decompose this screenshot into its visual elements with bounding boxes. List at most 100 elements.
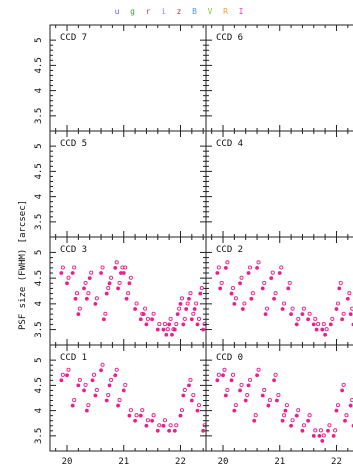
data-point xyxy=(272,296,276,301)
data-point xyxy=(70,271,75,275)
data-point xyxy=(246,383,251,388)
data-point xyxy=(167,322,172,327)
data-point xyxy=(59,378,64,383)
data-point xyxy=(240,307,245,311)
data-point xyxy=(161,423,166,428)
data-point xyxy=(340,317,345,322)
data-point xyxy=(181,393,186,398)
data-point xyxy=(82,388,86,393)
data-point xyxy=(300,312,305,317)
data-point-open xyxy=(313,316,318,321)
data-point-open xyxy=(233,403,238,408)
data-point-open xyxy=(279,265,284,270)
legend-entry-z: z xyxy=(177,7,182,16)
data-point-open xyxy=(321,433,326,438)
data-point xyxy=(280,307,285,311)
data-point-open xyxy=(301,306,306,311)
y-tick-label: 3.5 xyxy=(34,214,44,230)
data-point-open xyxy=(256,367,261,372)
data-point xyxy=(107,281,112,286)
legend-entry-I: I xyxy=(239,7,244,16)
data-point xyxy=(252,418,257,423)
data-point-open xyxy=(157,322,162,327)
y-tick-label: 3.5 xyxy=(34,108,44,124)
data-point-open xyxy=(250,291,255,296)
data-point xyxy=(323,332,328,337)
data-point-open xyxy=(216,372,221,377)
data-point-open xyxy=(185,301,190,306)
data-point xyxy=(195,322,200,327)
data-point-open xyxy=(287,280,292,285)
y-axis-label: PSF size (FWHM) [arcsec] xyxy=(18,200,28,330)
data-point xyxy=(195,408,200,413)
data-point xyxy=(65,373,69,378)
x-tick-label: 20 xyxy=(218,457,229,467)
data-point xyxy=(178,301,183,306)
data-point-open xyxy=(72,265,77,270)
data-point xyxy=(172,428,177,433)
data-point-open xyxy=(239,382,244,387)
data-point-open xyxy=(123,382,128,387)
ccd-panel: 3.5 4 4.5 5 CCD 3 xyxy=(34,236,207,346)
data-point xyxy=(175,312,180,317)
data-point-open xyxy=(151,311,156,316)
data-point xyxy=(223,265,228,270)
data-point xyxy=(238,281,242,286)
ccd-panel: CCD 2 xyxy=(205,236,353,346)
y-tick-label: 4.5 xyxy=(34,270,44,286)
data-point-open xyxy=(123,265,128,270)
data-point-open xyxy=(145,316,150,321)
data-point-open xyxy=(267,398,272,403)
data-point xyxy=(127,413,132,418)
data-point-open xyxy=(151,413,156,418)
data-point-open xyxy=(196,316,202,321)
data-point-open xyxy=(324,327,329,332)
data-point-open xyxy=(245,392,250,398)
data-point-open xyxy=(350,398,353,403)
data-point xyxy=(328,322,333,327)
x-tick-label: 22 xyxy=(331,457,342,467)
y-tick-label: 4.5 xyxy=(34,57,44,73)
data-point xyxy=(289,423,293,428)
data-point-open xyxy=(216,265,221,270)
data-point xyxy=(76,312,81,317)
data-point xyxy=(104,398,109,403)
data-point xyxy=(155,327,160,332)
data-point-open xyxy=(347,291,352,296)
data-point xyxy=(73,296,78,301)
data-point-open xyxy=(77,306,82,311)
data-point-open xyxy=(247,265,253,270)
data-point-open xyxy=(316,322,321,327)
data-point xyxy=(306,418,311,423)
data-point-open xyxy=(106,286,111,291)
data-point-open xyxy=(265,306,270,311)
data-point-open xyxy=(230,372,236,377)
ccd-label: CCD 2 xyxy=(216,245,243,255)
legend-entry-g: g xyxy=(130,7,135,16)
data-point-open xyxy=(109,377,114,382)
data-point xyxy=(314,327,319,332)
data-point-open xyxy=(270,270,275,275)
data-point-open xyxy=(196,403,202,408)
data-point xyxy=(84,408,89,413)
data-point xyxy=(59,271,64,275)
data-point-open xyxy=(338,280,343,285)
data-point-open xyxy=(335,403,341,408)
data-point-open xyxy=(182,387,187,393)
data-point xyxy=(178,413,183,418)
data-point-open xyxy=(177,306,182,311)
data-point-open xyxy=(321,322,326,327)
data-point xyxy=(334,408,339,413)
data-point xyxy=(334,307,339,311)
data-point-open xyxy=(233,296,238,301)
data-point xyxy=(246,271,251,275)
data-point xyxy=(116,286,120,291)
data-point xyxy=(343,418,347,423)
data-point-open xyxy=(333,428,338,433)
data-point-open xyxy=(327,423,332,428)
data-point xyxy=(170,332,174,337)
data-point-open xyxy=(106,392,111,398)
data-point-open xyxy=(83,382,88,387)
data-point xyxy=(155,428,160,433)
data-point xyxy=(99,271,103,275)
